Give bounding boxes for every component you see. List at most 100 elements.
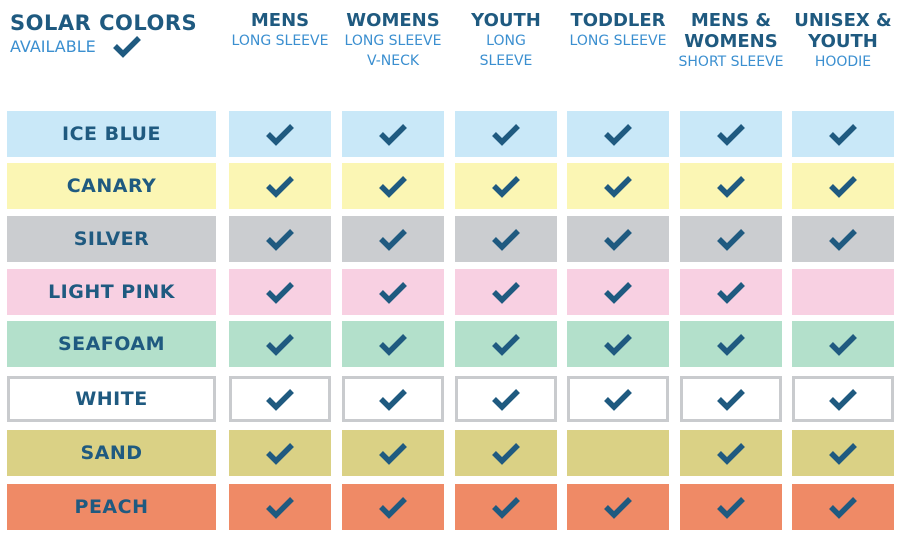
availability-cell (567, 484, 669, 530)
checkmark-icon (379, 282, 407, 304)
availability-cell (792, 163, 894, 209)
checkmark-icon (266, 282, 294, 304)
availability-cell (680, 321, 782, 367)
checkmark-icon (829, 229, 857, 251)
title-block: SOLAR COLORS AVAILABLE (10, 10, 225, 58)
column-header-title: TODDLER (570, 10, 666, 31)
checkmark-icon (604, 497, 632, 519)
availability-cell (680, 216, 782, 262)
checkmark-icon (379, 334, 407, 356)
color-label-cell: SAND (7, 430, 216, 476)
color-label: SAND (80, 442, 143, 464)
availability-cell (792, 269, 894, 315)
checkmark-icon (492, 282, 520, 304)
checkmark-icon (717, 229, 745, 251)
color-label-cell: SILVER (7, 216, 216, 262)
checkmark-icon (604, 229, 632, 251)
checkmark-icon (492, 124, 520, 146)
checkmark-icon (829, 389, 857, 411)
color-label-cell: LIGHT PINK (7, 269, 216, 315)
availability-cell (342, 376, 444, 422)
availability-cell (792, 430, 894, 476)
column-header-title: WOMENS (346, 10, 440, 31)
availability-cell (680, 430, 782, 476)
availability-cell (567, 269, 669, 315)
column-header-subtitle: LONG SLEEVE V-NECK (344, 33, 442, 69)
availability-cell (229, 163, 331, 209)
availability-cell (342, 163, 444, 209)
checkmark-icon (829, 497, 857, 519)
availability-cell (455, 269, 557, 315)
column-header: MENS & WOMENS SHORT SLEEVE (676, 10, 786, 72)
page-subtitle: AVAILABLE (10, 37, 96, 56)
checkmark-icon (492, 389, 520, 411)
checkmark-icon (379, 124, 407, 146)
availability-cell (792, 321, 894, 367)
column-header-title: MENS & WOMENS (684, 10, 778, 52)
column-header-title: UNISEX & YOUTH (794, 10, 892, 52)
color-label-cell: CANARY (7, 163, 216, 209)
availability-cell (229, 376, 331, 422)
page-title: SOLAR COLORS (10, 11, 198, 35)
availability-cell (229, 111, 331, 157)
checkmark-icon (604, 282, 632, 304)
color-label-cell: WHITE (7, 376, 216, 422)
checkmark-icon (266, 443, 294, 465)
column-header-subtitle: SHORT SLEEVE (678, 54, 784, 70)
availability-cell (455, 111, 557, 157)
checkmark-icon (379, 229, 407, 251)
availability-cell (455, 163, 557, 209)
column-header-subtitle: LONG SLEEVE (231, 33, 329, 49)
column-header-title: YOUTH (471, 10, 541, 31)
checkmark-icon (492, 229, 520, 251)
availability-cell (342, 216, 444, 262)
availability-cell (567, 430, 669, 476)
availability-cell (229, 269, 331, 315)
availability-cell (792, 484, 894, 530)
checkmark-icon (379, 176, 407, 198)
checkmark-icon (379, 389, 407, 411)
color-label: WHITE (75, 388, 148, 410)
availability-cell (567, 376, 669, 422)
column-header: YOUTH LONG SLEEVE (461, 10, 551, 71)
color-label: CANARY (66, 175, 157, 197)
column-header-title: MENS (250, 10, 310, 31)
availability-cell (455, 376, 557, 422)
availability-cell (680, 111, 782, 157)
availability-cell (567, 111, 669, 157)
color-label-cell: PEACH (7, 484, 216, 530)
checkmark-icon (829, 176, 857, 198)
checkmark-icon (717, 176, 745, 198)
subtitle-row: AVAILABLE (10, 36, 225, 58)
checkmark-icon (829, 334, 857, 356)
checkmark-icon (266, 229, 294, 251)
checkmark-icon (492, 176, 520, 198)
checkmark-icon (717, 443, 745, 465)
column-header: TODDLER LONG SLEEVE (558, 10, 678, 51)
color-label: SILVER (73, 228, 150, 250)
availability-cell (680, 376, 782, 422)
availability-cell (342, 321, 444, 367)
checkmark-icon (266, 389, 294, 411)
checkmark-icon (266, 176, 294, 198)
column-header: WOMENS LONG SLEEVE V-NECK (336, 10, 451, 71)
checkmark-icon (604, 389, 632, 411)
column-header: UNISEX & YOUTH HOODIE (788, 10, 898, 72)
checkmark-icon (829, 124, 857, 146)
checkmark-icon (266, 124, 294, 146)
checkmark-icon (604, 334, 632, 356)
availability-cell (567, 321, 669, 367)
checkmark-icon (492, 443, 520, 465)
availability-cell (455, 216, 557, 262)
availability-cell (229, 484, 331, 530)
availability-cell (342, 430, 444, 476)
checkmark-icon (829, 443, 857, 465)
checkmark-icon (112, 36, 141, 58)
availability-cell (567, 163, 669, 209)
column-header: MENS LONG SLEEVE (225, 10, 335, 51)
column-header-subtitle: HOODIE (814, 54, 872, 70)
color-label-cell: SEAFOAM (7, 321, 216, 367)
checkmark-icon (266, 334, 294, 356)
availability-cell (792, 216, 894, 262)
availability-cell (455, 484, 557, 530)
